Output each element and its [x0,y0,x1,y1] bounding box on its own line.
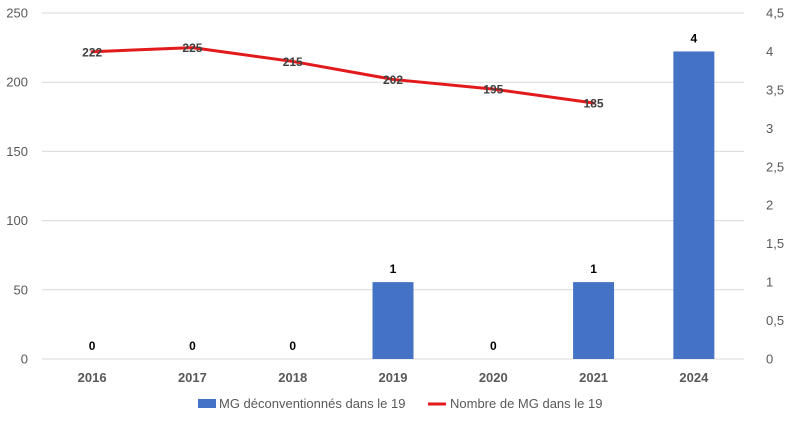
line-data-label: 195 [483,83,503,97]
y-right-tick-label: 4 [766,44,773,59]
y-right-tick-label: 0,5 [766,313,784,328]
y-right-tick-label: 3 [766,121,773,136]
legend-bar-label: MG déconventionnés dans le 19 [219,396,405,411]
y-right-tick-label: 3,5 [766,82,784,97]
y-right-tick-label: 0 [766,352,773,367]
bar [573,282,615,359]
bar-data-label: 0 [490,339,497,353]
y-right-tick-label: 4,5 [766,6,784,21]
x-category-label: 2016 [78,370,107,385]
y-left-tick-label: 200 [6,75,28,90]
bar [673,51,715,359]
y-left-tick-label: 50 [14,282,28,297]
x-category-label: 2021 [579,370,608,385]
line-data-label: 202 [383,73,403,87]
legend-line-label: Nombre de MG dans le 19 [450,396,602,411]
x-category-label: 2024 [679,370,709,385]
y-right-tick-label: 1,5 [766,236,784,251]
y-right-tick-label: 2,5 [766,159,784,174]
y-right-tick-label: 1 [766,275,773,290]
bar-data-label: 1 [590,262,597,276]
x-category-label: 2020 [479,370,508,385]
line-data-label: 185 [584,96,604,110]
bar-data-label: 0 [89,339,96,353]
line-series [90,46,596,105]
line-data-label: 225 [182,41,202,55]
y-left-tick-label: 250 [6,6,28,21]
bar [372,282,414,359]
y-left-tick-label: 100 [6,213,28,228]
x-category-label: 2018 [278,370,307,385]
bar-data-label: 4 [691,31,698,45]
line-data-label: 215 [283,55,303,69]
bar-data-label: 1 [390,262,397,276]
x-category-label: 2019 [379,370,408,385]
x-category-label: 2017 [178,370,207,385]
y-left-tick-label: 0 [21,352,28,367]
bar-data-label: 0 [189,339,196,353]
y-left-tick-label: 150 [6,144,28,159]
legend-bar-swatch [198,399,216,408]
y-right-tick-label: 2 [766,198,773,213]
line-data-label: 222 [82,45,102,59]
bar-data-label: 0 [289,339,296,353]
